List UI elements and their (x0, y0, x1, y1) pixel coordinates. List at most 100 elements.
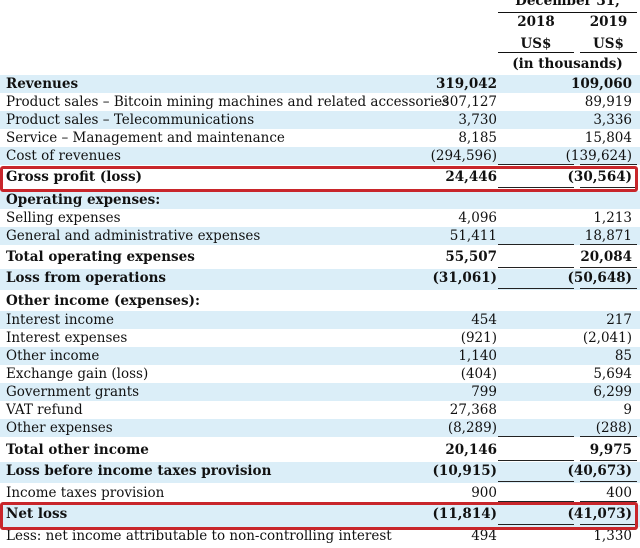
value-2018: 3,730 (458, 112, 497, 128)
table-row: Exchange gain (loss) (404) 5,694 (0, 365, 640, 383)
value-2019: (30,564) (567, 169, 632, 185)
value-2018: 51,411 (449, 228, 497, 244)
value-2018: 8,185 (458, 130, 497, 146)
value-2019: 3,336 (593, 112, 632, 128)
value-2018: 454 (471, 312, 497, 328)
sum-rule-2019 (580, 460, 637, 461)
row-label: Income taxes provision (6, 485, 165, 501)
table-row: Net loss (11,814) (41,073) (0, 505, 640, 527)
table-row: General and administrative expenses 51,41… (0, 227, 640, 245)
value-2018: 319,042 (435, 76, 497, 92)
row-label: Government grants (6, 384, 140, 400)
table-row: Service – Management and maintenance 8,18… (0, 129, 640, 147)
table-row: Loss from operations (31,061) (50,648) (0, 269, 640, 290)
table-row: Government grants 799 6,299 (0, 383, 640, 401)
value-2019: 20,084 (580, 249, 632, 265)
value-2019: 15,804 (584, 130, 632, 146)
value-2019: 18,871 (584, 228, 632, 244)
currency-2018: US$ (520, 36, 552, 52)
table-row: Loss before income taxes provision (10,91… (0, 462, 640, 483)
value-2018: (10,915) (432, 463, 497, 479)
value-2019: 9 (623, 402, 632, 418)
row-label: Total operating expenses (6, 249, 195, 265)
sum-rule-2018 (498, 288, 574, 289)
value-2018: 24,446 (445, 169, 497, 185)
value-2018: 307,127 (441, 94, 497, 110)
value-2019: 1,213 (593, 210, 632, 226)
year-2018-header: 2018 (517, 14, 555, 30)
table-row: Operating expenses: (0, 191, 640, 209)
table-row: Gross profit (loss) 24,446 (30,564) (0, 168, 640, 189)
value-2018: 27,368 (449, 402, 497, 418)
row-label: Other income (expenses): (6, 293, 200, 309)
row-label: VAT refund (6, 402, 83, 418)
value-2019: (40,673) (567, 463, 632, 479)
sum-rule-2019 (580, 288, 637, 289)
value-2019: (139,624) (565, 148, 632, 164)
row-label: Operating expenses: (6, 192, 161, 208)
table-row: Product sales – Bitcoin mining machines … (0, 93, 640, 111)
value-2018: 799 (471, 384, 497, 400)
sum-rule-2019 (580, 267, 637, 268)
value-2018: (8,289) (447, 420, 497, 436)
row-label: Service – Management and maintenance (6, 130, 285, 146)
value-2019: 1,330 (593, 528, 632, 544)
period-header: December 31, (515, 0, 620, 9)
value-2019: 217 (606, 312, 632, 328)
table-row: Interest expenses (921) (2,041) (0, 329, 640, 347)
row-label: Gross profit (loss) (6, 169, 142, 185)
table-row: Cost of revenues (294,596) (139,624) (0, 147, 640, 165)
value-2019: (288) (595, 420, 632, 436)
row-label: Total other income (6, 442, 149, 458)
table-row: Other expenses (8,289) (288) (0, 419, 640, 437)
table-row: Other income (expenses): (0, 292, 640, 311)
value-2018: (11,814) (432, 506, 497, 522)
row-label: General and administrative expenses (6, 228, 261, 244)
value-2018: 900 (471, 485, 497, 501)
value-2019: 9,975 (589, 442, 632, 458)
header-rule (498, 12, 637, 13)
value-2019: 5,694 (593, 366, 632, 382)
sum-rule-2019 (580, 501, 637, 502)
value-2018: 494 (471, 528, 497, 544)
sum-rule-2019 (580, 481, 637, 482)
value-2018: 55,507 (445, 249, 497, 265)
currency-2019: US$ (593, 36, 624, 52)
gross-profit-highlight (0, 166, 638, 192)
sum-rule-2018 (498, 164, 574, 165)
row-label: Loss before income taxes provision (6, 463, 272, 479)
sum-rule-2018 (498, 501, 574, 502)
sum-rule-2018 (498, 524, 574, 525)
sum-rule-2019 (580, 524, 637, 525)
table-row: Interest income 454 217 (0, 311, 640, 329)
value-2018: (404) (460, 366, 497, 382)
value-2019: 6,299 (593, 384, 632, 400)
table-row: Revenues 319,042 109,060 (0, 75, 640, 93)
row-label: Cost of revenues (6, 148, 121, 164)
sum-rule-2019 (580, 436, 637, 437)
row-label: Exchange gain (loss) (6, 366, 149, 382)
table-row: Income taxes provision 900 400 (0, 484, 640, 502)
table-row: Product sales – Telecommunications 3,730 3… (0, 111, 640, 129)
value-2019: 85 (614, 348, 632, 364)
sum-rule-2018 (498, 481, 574, 482)
row-label: Other income (6, 348, 100, 364)
row-label: Loss from operations (6, 270, 166, 286)
year-2019-header: 2019 (589, 14, 628, 30)
table-header: December 31, 2018 2019 US$ US$ (in thous… (0, 0, 640, 75)
value-2018: 4,096 (458, 210, 497, 226)
row-label: Selling expenses (6, 210, 121, 226)
sum-rule-2018 (498, 244, 574, 245)
row-label: Interest expenses (6, 330, 128, 346)
table-row: Other income 1,140 85 (0, 347, 640, 365)
table-row: Total operating expenses 55,507 20,084 (0, 248, 640, 269)
row-label: Interest income (6, 312, 115, 328)
row-label: Revenues (6, 76, 79, 92)
sum-rule-2019 (580, 187, 637, 188)
row-label: Less: net income attributable to non-con… (6, 528, 392, 544)
table-row: Selling expenses 4,096 1,213 (0, 209, 640, 227)
value-2018: (31,061) (432, 270, 497, 286)
sum-rule-2018 (498, 460, 574, 461)
value-2018: 1,140 (458, 348, 497, 364)
sum-rule-2018 (498, 267, 574, 268)
